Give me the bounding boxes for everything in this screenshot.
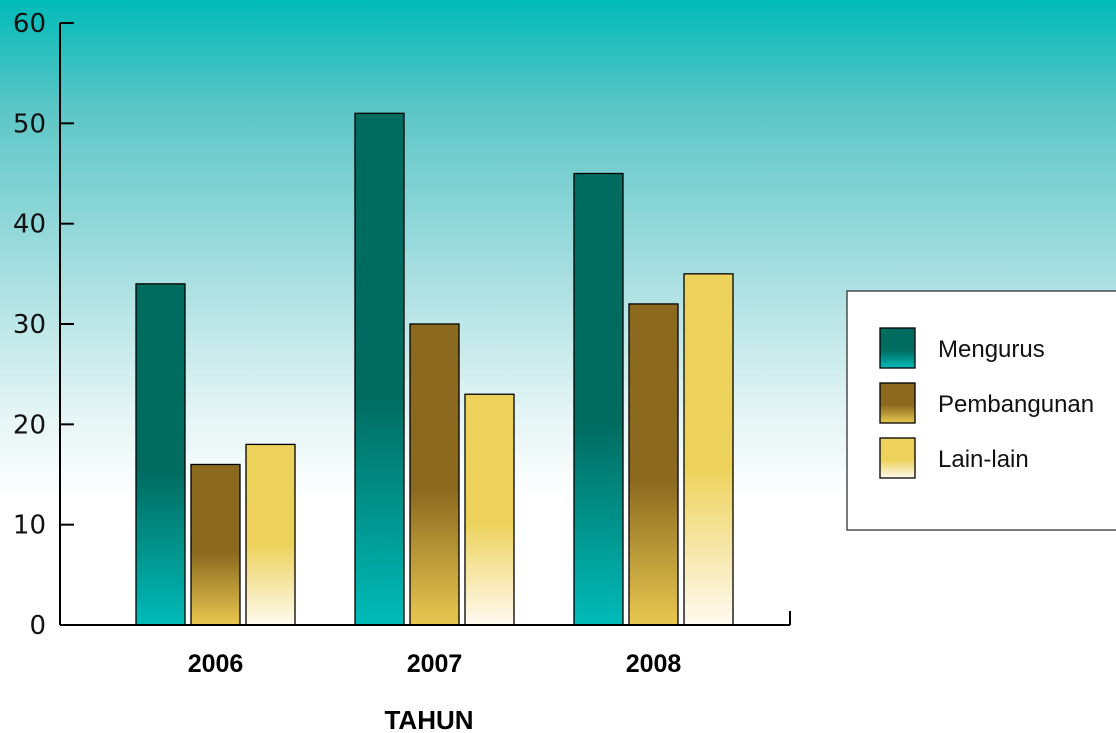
bar-lain-lain-2007 — [464, 393, 515, 626]
y-tick-label: 20 — [13, 410, 46, 440]
bar-mengurus-2008 — [573, 172, 624, 626]
x-axis-label: TAHUN — [384, 705, 473, 733]
y-tick-label: 60 — [13, 9, 46, 39]
bar-pembangunan-2007 — [409, 323, 460, 626]
legend-swatch-lain-lain — [879, 437, 916, 479]
legend-label-lain-lain: Lain-lain — [938, 446, 1029, 473]
bars-group — [135, 112, 734, 626]
bar-lain-lain-2008 — [683, 273, 734, 626]
category-label: 2008 — [626, 650, 682, 678]
y-tick-label: 50 — [13, 109, 46, 139]
legend-swatch-mengurus — [879, 327, 916, 369]
bar-pembangunan-2008 — [628, 303, 679, 626]
bar-pembangunan-2006 — [190, 463, 241, 626]
bar-mengurus-2006 — [135, 283, 186, 626]
y-ticks-group: 0 10 20 30 40 50 60 — [13, 9, 74, 641]
category-labels-group: 2006 2007 2008 — [188, 650, 682, 678]
bar-mengurus-2007 — [354, 112, 405, 626]
y-tick-label: 40 — [13, 210, 46, 240]
category-label: 2007 — [407, 650, 463, 678]
legend-swatch-pembangunan — [879, 382, 916, 424]
y-tick-label: 30 — [13, 310, 46, 340]
bar-lain-lain-2006 — [245, 443, 296, 626]
legend: Mengurus Pembangunan Lain-lain — [846, 290, 1116, 531]
y-tick-label: 10 — [13, 511, 46, 541]
y-tick-label: 0 — [29, 611, 46, 641]
category-label: 2006 — [188, 650, 244, 678]
legend-label-mengurus: Mengurus — [938, 336, 1045, 363]
legend-label-pembangunan: Pembangunan — [938, 391, 1094, 418]
